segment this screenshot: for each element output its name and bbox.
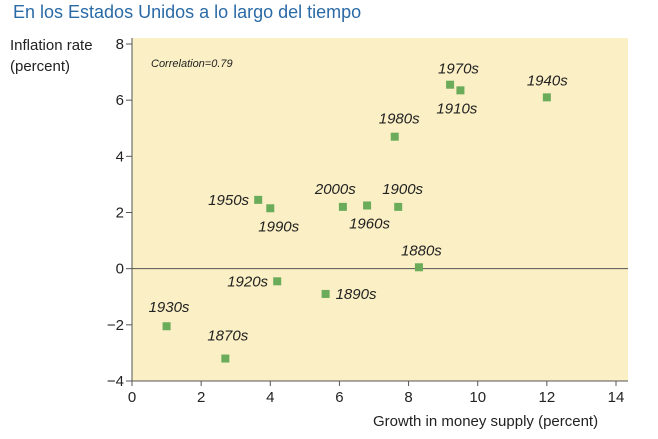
x-tick-label: 4	[266, 389, 274, 406]
data-point-1940s	[542, 93, 551, 102]
axes: −4 −2 0 2 4 6 8 0 2 4 6 8 10 12 14	[107, 36, 628, 406]
data-points: 1870s 1880s 1890s 1900s 1910s 1920s 1930s 1940s…	[149, 61, 568, 363]
data-point-1920s	[273, 277, 282, 286]
y-tick-label: 4	[116, 148, 124, 165]
data-point-1870s	[221, 354, 230, 363]
data-point-1980s	[390, 132, 399, 141]
point-label-1960s: 1960s	[349, 215, 390, 232]
data-point-1910s	[456, 86, 465, 95]
y-axis-label-line-2: (percent)	[10, 58, 71, 75]
y-tick-label: 0	[116, 261, 124, 278]
point-label-2000s: 2000s	[314, 181, 356, 198]
point-label-1910s: 1910s	[436, 100, 477, 117]
point-label-1920s: 1920s	[227, 273, 268, 290]
x-tick-label: 12	[539, 389, 556, 406]
y-tick-label: 2	[116, 205, 124, 222]
x-tick-label: 0	[128, 389, 136, 406]
data-point-1960s	[363, 201, 372, 210]
point-label-1990s: 1990s	[258, 218, 299, 235]
data-point-1900s	[394, 202, 403, 211]
point-label-1900s: 1900s	[382, 181, 423, 198]
data-point-1880s	[414, 263, 423, 272]
point-label-1870s: 1870s	[207, 328, 248, 345]
y-axis-label: Inflation rate (percent)	[10, 35, 93, 77]
point-label-1980s: 1980s	[379, 111, 420, 128]
y-tick-label: 6	[116, 92, 124, 109]
x-tick-label: 8	[404, 389, 412, 406]
data-point-1930s	[162, 322, 171, 331]
point-label-1940s: 1940s	[527, 72, 568, 89]
x-tick-label: 2	[197, 389, 205, 406]
y-tick-label: −2	[107, 317, 124, 334]
x-tick-label: 10	[469, 389, 486, 406]
x-axis-label: Growth in money supply (percent)	[373, 413, 599, 430]
y-tick-label: 8	[116, 36, 124, 53]
x-tick-label: 14	[608, 389, 625, 406]
data-point-1890s	[321, 289, 330, 298]
point-label-1950s: 1950s	[208, 192, 249, 209]
point-label-1890s: 1890s	[336, 286, 377, 303]
point-label-1970s: 1970s	[438, 61, 479, 78]
y-axis-label-line-1: Inflation rate	[10, 37, 93, 54]
point-label-1880s: 1880s	[401, 242, 442, 259]
page-title: En los Estados Unidos a lo largo del tie…	[13, 2, 362, 22]
y-tick-label: −4	[107, 373, 124, 390]
data-point-1950s	[254, 195, 263, 204]
point-label-1930s: 1930s	[149, 299, 190, 316]
correlation-annotation: Correlation=0.79	[151, 58, 233, 70]
data-point-2000s	[338, 202, 347, 211]
data-point-1970s	[446, 80, 455, 89]
x-tick-label: 6	[335, 389, 343, 406]
data-point-1990s	[266, 204, 275, 213]
